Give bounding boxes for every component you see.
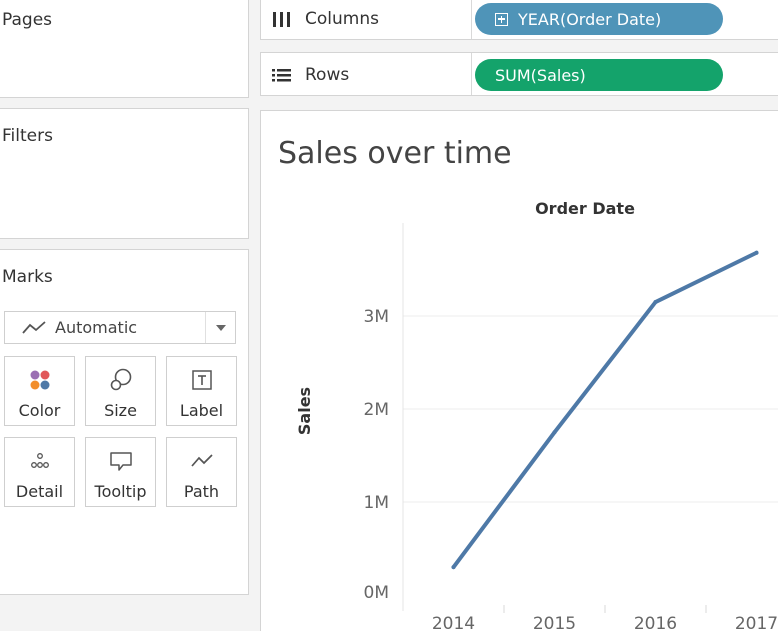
shelf-divider (471, 0, 472, 39)
columns-shelf[interactable]: Columns YEAR(Order Date) (260, 0, 778, 40)
label-button-label: Label (179, 401, 224, 420)
size-button[interactable]: Size (85, 356, 156, 426)
data-point (754, 250, 759, 255)
tooltip-button-label: Tooltip (94, 482, 147, 501)
size-button-label: Size (104, 401, 137, 420)
x-tick-label: 2016 (634, 614, 677, 631)
path-icon (167, 448, 236, 474)
data-point (451, 565, 456, 570)
chevron-down-icon[interactable] (205, 312, 235, 343)
label-button[interactable]: Label (166, 356, 237, 426)
y-tick-label: 3M (364, 307, 389, 327)
marks-card-title: Marks (2, 267, 53, 287)
pages-card[interactable]: Pages (0, 0, 249, 98)
tooltip-button[interactable]: Tooltip (85, 437, 156, 507)
marks-card: Marks Automatic Color Size (0, 249, 249, 595)
filters-card-title: Filters (2, 126, 53, 146)
color-button[interactable]: Color (4, 356, 75, 426)
filters-card[interactable]: Filters (0, 108, 249, 239)
view-card[interactable]: Sales over time 0M 1M 2M 3M 2014 2015 2016 2017… (260, 110, 778, 631)
line-chart-icon (22, 320, 46, 334)
data-point (552, 430, 557, 435)
sum-sales-pill[interactable]: SUM(Sales) (475, 59, 723, 91)
rows-icon (272, 69, 291, 82)
detail-button[interactable]: Detail (4, 437, 75, 507)
shelf-divider (471, 53, 472, 95)
label-text-icon (167, 367, 236, 393)
y-axis-title: Sales (295, 387, 314, 435)
line-chart[interactable]: 0M 1M 2M 3M 2014 2015 2016 2017 Order Date Sales (261, 111, 778, 631)
y-tick-label: 2M (364, 400, 389, 420)
path-button-label: Path (183, 482, 220, 501)
x-tick-label: 2014 (432, 614, 475, 631)
year-order-date-pill[interactable]: YEAR(Order Date) (475, 3, 723, 35)
x-tick-label: 2017 (735, 614, 778, 631)
columns-shelf-label: Columns (305, 9, 379, 29)
color-dots-icon (5, 367, 74, 393)
columns-icon (273, 12, 290, 27)
detail-dots-icon (5, 448, 74, 474)
x-axis-header: Order Date (535, 199, 635, 218)
y-tick-label: 1M (364, 493, 389, 513)
sales-line-series (451, 250, 759, 570)
pages-card-title: Pages (2, 10, 53, 30)
data-point (653, 300, 658, 305)
y-tick-label: 0M (364, 583, 389, 603)
expand-plus-icon[interactable] (495, 12, 508, 26)
tooltip-icon (86, 448, 155, 474)
detail-button-label: Detail (15, 482, 64, 501)
x-tick-label: 2015 (533, 614, 576, 631)
rows-shelf[interactable]: Rows SUM(Sales) (260, 52, 778, 96)
view-title: Sales over time (278, 136, 512, 171)
mark-type-dropdown[interactable]: Automatic (4, 311, 236, 344)
mark-type-label: Automatic (55, 318, 138, 337)
rows-shelf-label: Rows (305, 65, 350, 85)
color-button-label: Color (18, 401, 61, 420)
path-button[interactable]: Path (166, 437, 237, 507)
pill-label: SUM(Sales) (495, 65, 586, 85)
pill-label: YEAR(Order Date) (518, 9, 662, 29)
size-icon (86, 367, 155, 393)
